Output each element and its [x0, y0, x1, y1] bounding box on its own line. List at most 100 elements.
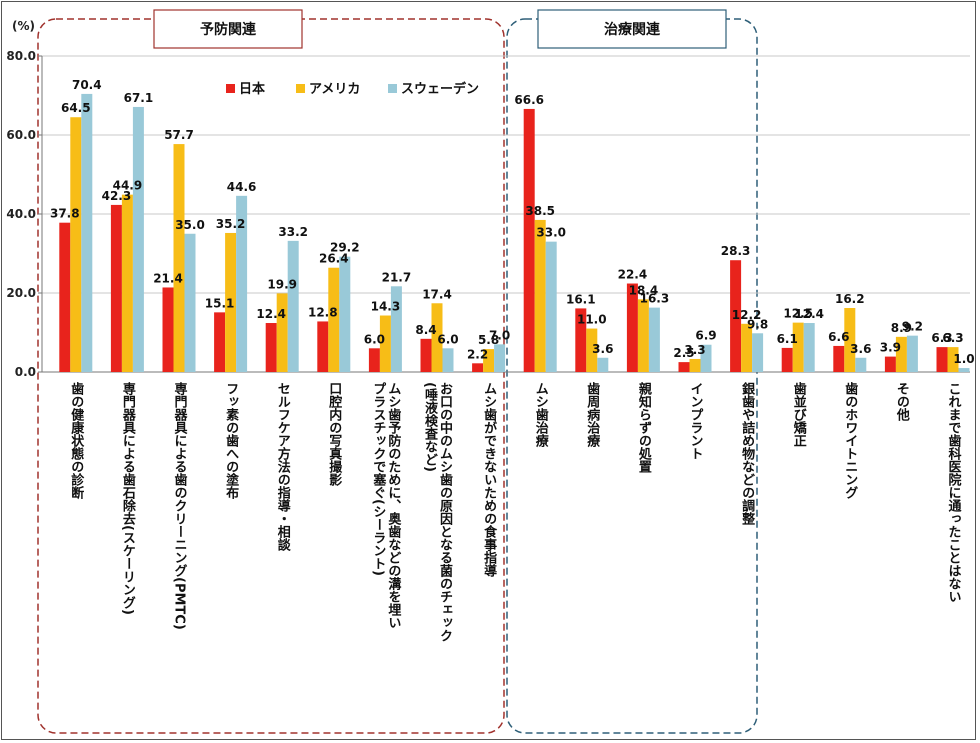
legend-swatch-1 — [226, 84, 235, 93]
bar-2-11 — [586, 328, 598, 372]
bar-3-16 — [855, 357, 867, 372]
bar-2-6 — [328, 267, 340, 372]
value-label-2-5: 19.9 — [267, 277, 297, 291]
value-label-3-17: 9.2 — [902, 320, 923, 334]
bar-1-12 — [626, 283, 638, 372]
group-title-1: 予防関連 — [200, 21, 257, 38]
value-label-2-16: 16.2 — [835, 292, 865, 306]
value-label-3-3: 35.0 — [175, 218, 205, 232]
bar-1-6 — [317, 321, 329, 372]
value-label-1-13: 2.5 — [673, 346, 694, 360]
bar-3-15 — [803, 323, 815, 372]
value-label-1-1: 37.8 — [50, 207, 80, 221]
value-label-2-18: 6.3 — [942, 331, 963, 345]
value-label-3-5: 33.2 — [278, 225, 308, 239]
bar-1-15 — [781, 347, 793, 372]
category-label-15: 歯並び矯正 — [790, 382, 806, 447]
y-axis: 0.0 20.0 40.0 60.0 80.0 — [6, 49, 43, 379]
bar-2-8 — [431, 303, 443, 372]
bar-2-4 — [225, 232, 237, 372]
category-label-10: ムシ歯治療 — [532, 382, 548, 447]
bar-2-10 — [534, 219, 546, 372]
y-tick-label-1: 20.0 — [6, 286, 36, 300]
bar-1-11 — [575, 308, 587, 372]
value-label-1-16: 6.6 — [828, 330, 849, 344]
value-label-2-14: 12.2 — [732, 308, 762, 322]
group-title-2: 治療関連 — [604, 21, 661, 38]
value-label-3-11: 3.6 — [592, 342, 613, 356]
value-label-1-9: 2.2 — [467, 347, 488, 361]
value-label-3-10: 33.0 — [536, 226, 566, 240]
bar-1-10 — [523, 108, 535, 373]
bar-2-18 — [947, 347, 959, 372]
unit-label: (%) — [12, 19, 35, 33]
value-label-3-2: 67.1 — [124, 91, 154, 105]
value-label-1-8: 8.4 — [415, 323, 436, 337]
category-label-9: ムシ歯ができないための食事指導 — [481, 382, 497, 577]
category-label-16: 歯のホワイトニング — [842, 382, 858, 499]
value-label-2-3: 57.7 — [164, 128, 194, 142]
bar-2-12 — [637, 299, 649, 372]
value-label-2-11: 11.0 — [577, 313, 607, 327]
value-label-2-4: 35.2 — [216, 217, 246, 231]
bar-3-6 — [339, 256, 351, 372]
value-label-1-15: 6.1 — [777, 332, 798, 346]
value-label-2-9: 5.8 — [478, 333, 499, 347]
value-label-1-14: 28.3 — [721, 244, 751, 258]
category-label-18: これまで歯科医院に通ったことはない — [945, 382, 961, 603]
bar-1-5 — [265, 323, 277, 372]
bar-1-13 — [678, 362, 690, 372]
bar-3-10 — [545, 241, 557, 372]
group-boxes: 予防関連 治療関連 — [37, 9, 758, 734]
value-label-3-18: 1.0 — [953, 352, 974, 366]
value-label-3-14: 9.8 — [747, 317, 768, 331]
bar-1-16 — [833, 345, 845, 372]
bar-3-5 — [287, 240, 299, 372]
legend-swatch-2 — [296, 84, 305, 93]
value-label-1-10: 66.6 — [514, 93, 544, 107]
category-label-12: 親知らずの処置 — [635, 382, 651, 473]
bar-1-9 — [472, 363, 484, 372]
bar-2-13 — [689, 358, 701, 372]
category-label-1: 歯の健康状態の診断 — [68, 382, 84, 499]
value-label-2-13: 3.3 — [684, 343, 705, 357]
value-label-1-4: 15.1 — [205, 296, 235, 310]
category-label-13: インプラント — [687, 382, 703, 460]
bar-3-18 — [958, 368, 970, 372]
bar-3-3 — [184, 233, 196, 372]
bar-2-5 — [276, 293, 288, 372]
category-label-14: 銀歯や詰め物などの調整 — [739, 382, 755, 525]
gridlines — [42, 55, 970, 373]
value-label-3-6: 29.2 — [330, 241, 360, 255]
value-label-1-2: 42.3 — [102, 189, 132, 203]
y-tick-label-4: 80.0 — [6, 49, 36, 63]
bar-1-18 — [936, 347, 948, 372]
y-tick-label-2: 40.0 — [6, 207, 36, 221]
value-label-3-16: 3.6 — [850, 342, 871, 356]
bar-2-9 — [483, 349, 495, 372]
bar-1-1 — [59, 222, 71, 372]
value-label-1-11: 16.1 — [566, 292, 596, 306]
category-label-7: ムシ歯予防のために、奥歯などの溝を埋い プラスチックで塞ぐ(シーラント) — [370, 382, 401, 629]
bar-2-16 — [844, 308, 856, 372]
bar-3-9 — [494, 344, 506, 372]
value-label-3-12: 16.3 — [640, 292, 670, 306]
bar-3-2 — [132, 106, 144, 372]
value-label-1-6: 12.8 — [308, 305, 338, 319]
value-label-1-12: 22.4 — [618, 268, 648, 282]
value-label-3-1: 70.4 — [72, 78, 102, 92]
category-label-11: 歯周病治療 — [584, 382, 600, 447]
value-labels: 37.8 64.5 70.4 42.344.9 67.1 21.4 57.7 35.0 15.1… — [50, 78, 975, 366]
category-label-5: セルフケア方法の指導・相談 — [274, 382, 290, 551]
bar-3-14 — [752, 333, 764, 372]
category-label-17: その他 — [893, 382, 909, 421]
bar-3-12 — [648, 307, 660, 372]
bar-3-11 — [597, 357, 609, 372]
group-title-box-2 — [537, 9, 727, 49]
bar-2-15 — [792, 322, 804, 372]
bar-3-4 — [236, 195, 248, 372]
value-label-2-12: 18.4 — [629, 283, 659, 297]
bar-2-3 — [173, 144, 185, 372]
